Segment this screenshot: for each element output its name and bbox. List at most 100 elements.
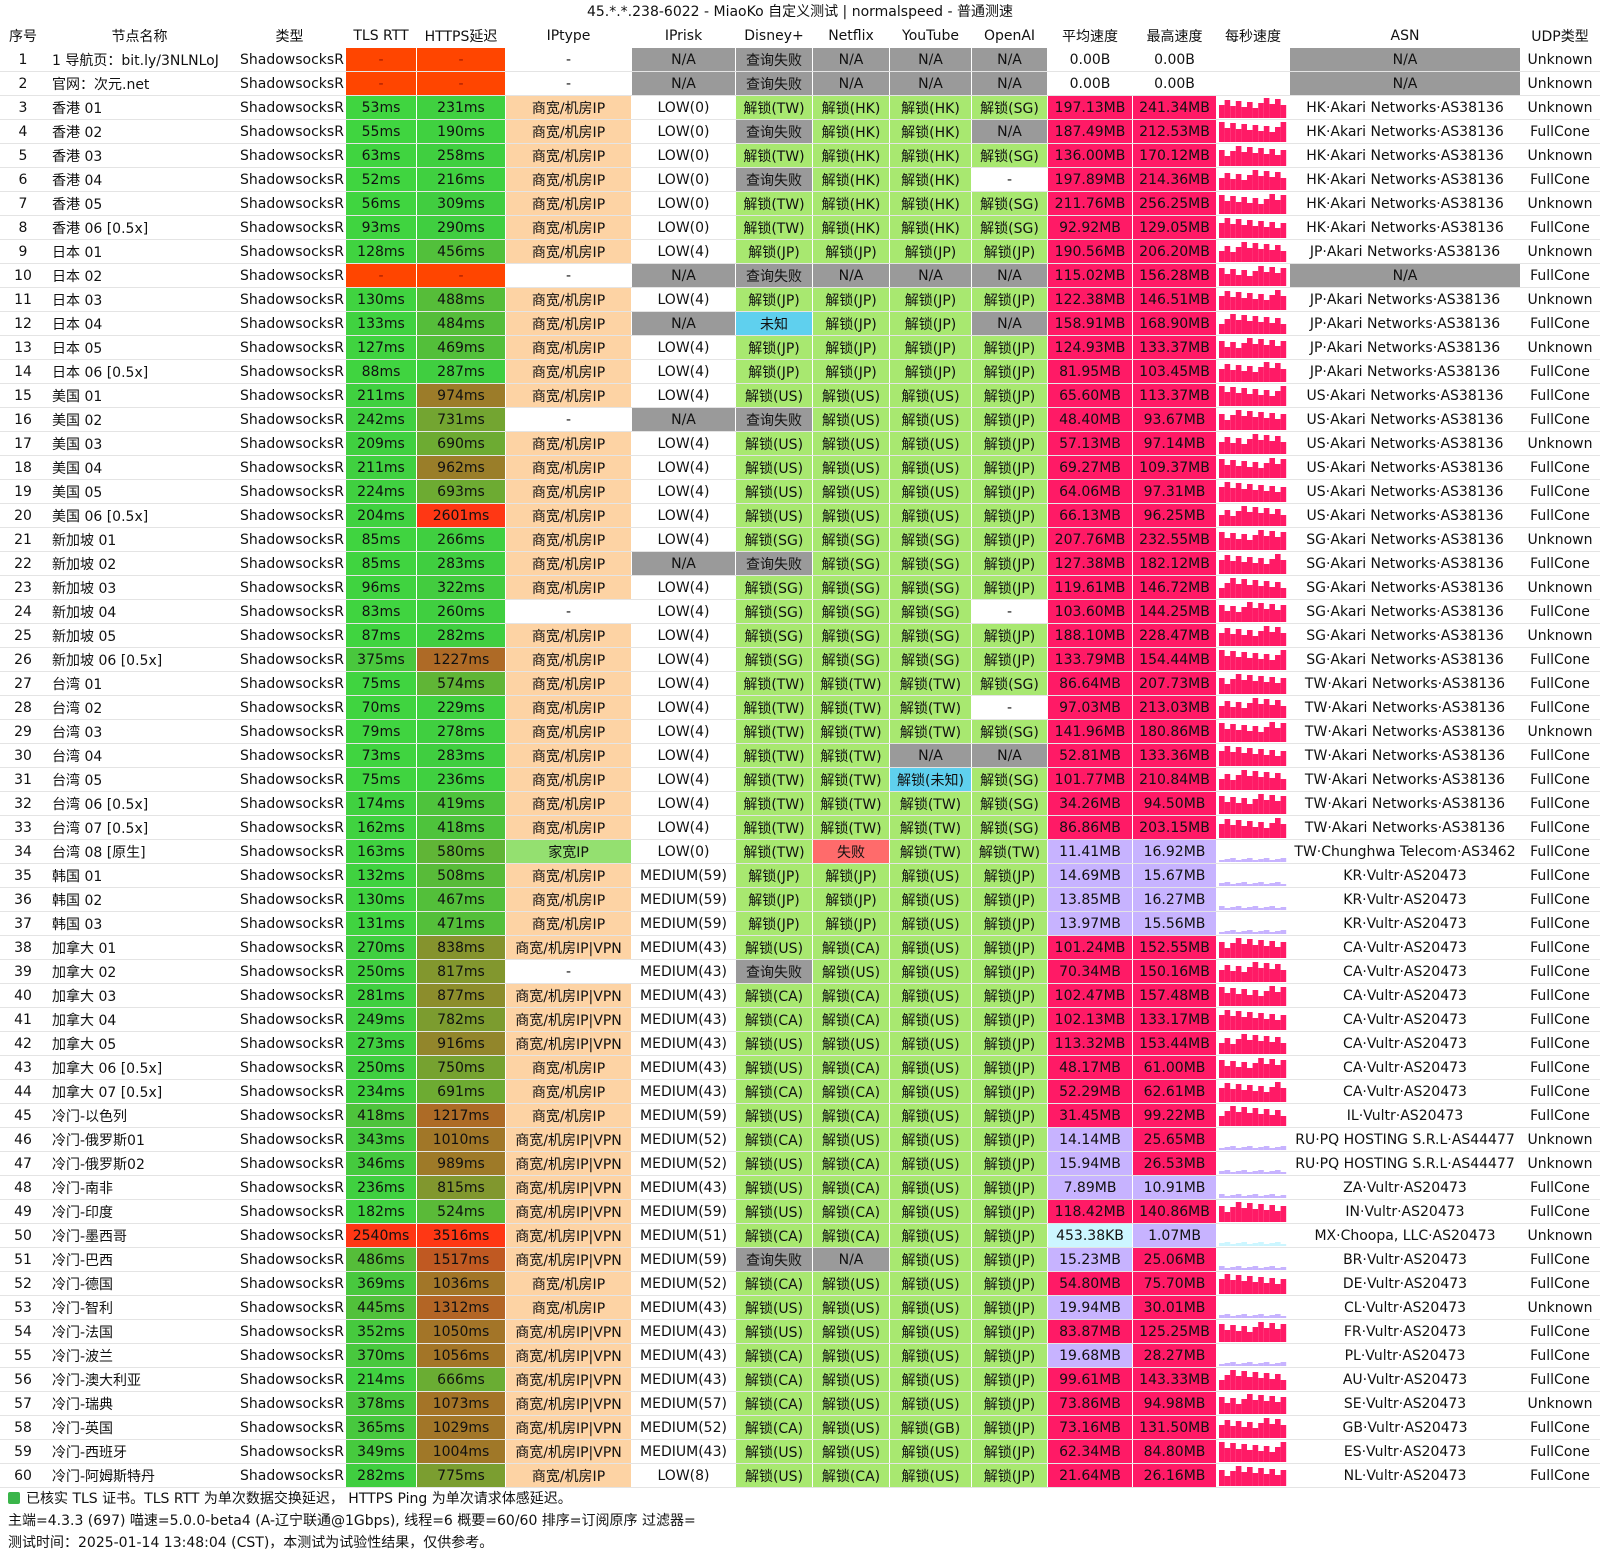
sparkline-bar bbox=[1230, 179, 1236, 190]
row-index: 16 bbox=[0, 407, 46, 432]
table-row: 17 美国 03 ShadowsocksR 209ms 690ms 商宽/机房IP LOW(… bbox=[0, 431, 1600, 456]
table-row: 12 日本 04 ShadowsocksR 133ms 484ms 商宽/机房IP N/A 未… bbox=[0, 311, 1600, 336]
speed-sparkline bbox=[1219, 1322, 1287, 1342]
sparkline-bar bbox=[1280, 824, 1287, 838]
avg-speed: 19.94MB bbox=[1047, 1295, 1133, 1320]
sparkline-bar bbox=[1224, 1476, 1231, 1486]
ip-type: 商宽/机房IP|VPN bbox=[505, 1367, 632, 1392]
speed-sparkline-cell bbox=[1216, 455, 1290, 480]
sparkline-bar bbox=[1269, 458, 1275, 478]
speed-sparkline bbox=[1219, 1370, 1287, 1390]
disney-status: 解锁(TW) bbox=[735, 719, 813, 744]
sparkline-bar bbox=[1235, 674, 1242, 694]
udp-type: Unknown bbox=[1520, 575, 1600, 600]
ip-risk: MEDIUM(43) bbox=[631, 983, 736, 1008]
udp-type: FullCone bbox=[1520, 647, 1600, 672]
udp-type: Unknown bbox=[1520, 431, 1600, 456]
row-index: 39 bbox=[0, 959, 46, 984]
youtube-status: 解锁(HK) bbox=[889, 191, 972, 216]
protocol: ShadowsocksR bbox=[233, 431, 346, 456]
ip-risk: N/A bbox=[631, 263, 736, 288]
netflix-status: 解锁(TW) bbox=[812, 815, 890, 840]
sparkline-bar bbox=[1280, 1244, 1287, 1246]
https-latency: 278ms bbox=[416, 719, 506, 744]
max-speed: 94.98MB bbox=[1132, 1391, 1217, 1416]
sparkline-bar bbox=[1247, 804, 1253, 814]
tls-rtt: 349ms bbox=[345, 1439, 417, 1464]
sparkline-bar bbox=[1241, 1147, 1247, 1150]
sparkline-bar bbox=[1252, 125, 1259, 142]
sparkline-bar bbox=[1230, 269, 1236, 286]
sparkline-bar bbox=[1235, 584, 1242, 598]
udp-type: FullCone bbox=[1520, 1439, 1600, 1464]
table-row: 60 冷门-阿姆斯特丹 ShadowsocksR 282ms 775ms 商宽/机房IP L… bbox=[0, 1463, 1600, 1488]
row-index: 14 bbox=[0, 359, 46, 384]
asn: TW·Akari Networks·AS38136 bbox=[1289, 719, 1521, 744]
protocol: ShadowsocksR bbox=[233, 1199, 346, 1224]
sparkline-bar bbox=[1275, 127, 1281, 142]
tls-rtt: 236ms bbox=[345, 1175, 417, 1200]
sparkline-bar bbox=[1224, 482, 1231, 502]
speed-sparkline bbox=[1219, 434, 1287, 454]
udp-type: FullCone bbox=[1520, 119, 1600, 144]
speed-sparkline-cell bbox=[1216, 1079, 1290, 1104]
ip-risk: MEDIUM(43) bbox=[631, 935, 736, 960]
table-row: 34 台湾 08 [原生] ShadowsocksR 163ms 580ms 家宽IP LO… bbox=[0, 839, 1600, 864]
sparkline-bar bbox=[1252, 1108, 1259, 1126]
avg-speed: 65.60MB bbox=[1047, 383, 1133, 408]
youtube-status: 解锁(US) bbox=[889, 935, 972, 960]
openai-status: 解锁(SG) bbox=[971, 143, 1048, 168]
protocol: ShadowsocksR bbox=[233, 143, 346, 168]
sparkline-bar bbox=[1252, 1148, 1259, 1150]
sparkline-bar bbox=[1258, 1086, 1264, 1102]
sparkline-bar bbox=[1275, 655, 1281, 670]
https-latency: 580ms bbox=[416, 839, 506, 864]
column-header: 每秒速度 bbox=[1225, 29, 1281, 45]
sparkline-bar bbox=[1269, 941, 1275, 958]
asn: TW·Akari Networks·AS38136 bbox=[1289, 743, 1521, 768]
sparkline-bar bbox=[1219, 588, 1225, 598]
youtube-status: N/A bbox=[889, 743, 972, 768]
ip-type: 商宽/机房IP bbox=[505, 455, 632, 480]
sparkline-bar bbox=[1230, 1426, 1236, 1438]
tls-rtt: 128ms bbox=[345, 239, 417, 264]
table-row: 46 冷门-俄罗斯01 ShadowsocksR 343ms 1010ms 商宽/机房IP… bbox=[0, 1127, 1600, 1152]
https-latency: - bbox=[416, 48, 506, 72]
sparkline-bar bbox=[1247, 1362, 1253, 1366]
sparkline-bar bbox=[1219, 1266, 1225, 1270]
tls-rtt: 204ms bbox=[345, 503, 417, 528]
sparkline-bar bbox=[1224, 437, 1231, 454]
sparkline-bar bbox=[1252, 580, 1259, 598]
disney-status: 查询失败 bbox=[735, 1247, 813, 1272]
ip-type: 商宽/机房IP|VPN bbox=[505, 1223, 632, 1248]
sparkline-bar bbox=[1247, 675, 1253, 694]
udp-type: FullCone bbox=[1520, 1247, 1600, 1272]
netflix-status: 解锁(US) bbox=[812, 407, 890, 432]
sparkline-bar bbox=[1247, 1113, 1253, 1126]
sparkline-bar bbox=[1280, 386, 1287, 406]
sparkline-bar bbox=[1230, 1316, 1236, 1318]
speed-sparkline bbox=[1219, 266, 1287, 286]
openai-status: N/A bbox=[971, 263, 1048, 288]
sparkline-bar bbox=[1224, 1038, 1231, 1054]
https-latency: 1050ms bbox=[416, 1319, 506, 1344]
row-index: 7 bbox=[0, 191, 46, 216]
speed-sparkline bbox=[1219, 554, 1287, 574]
sparkline-bar bbox=[1235, 1084, 1242, 1102]
max-speed: 61.00MB bbox=[1132, 1055, 1217, 1080]
openai-status: 解锁(JP) bbox=[971, 1439, 1048, 1464]
sparkline-bar bbox=[1269, 104, 1275, 118]
max-speed: 10.91MB bbox=[1132, 1175, 1217, 1200]
avg-speed: 7.89MB bbox=[1047, 1175, 1133, 1200]
table-row: 59 冷门-西班牙 ShadowsocksR 349ms 1004ms 商宽/机房IP|V… bbox=[0, 1439, 1600, 1464]
https-latency: 190ms bbox=[416, 119, 506, 144]
ip-risk: LOW(4) bbox=[631, 599, 736, 624]
asn: HK·Akari Networks·AS38136 bbox=[1289, 191, 1521, 216]
window-title: 45.*.*.238-6022 - MiaoKo 自定义测试 | normals… bbox=[586, 4, 1014, 20]
disney-status: 解锁(US) bbox=[735, 1319, 813, 1344]
openai-status: 解锁(JP) bbox=[971, 1055, 1048, 1080]
sparkline-bar bbox=[1219, 1279, 1225, 1294]
ip-type: 商宽/机房IP|VPN bbox=[505, 1151, 632, 1176]
udp-type: FullCone bbox=[1520, 1007, 1600, 1032]
